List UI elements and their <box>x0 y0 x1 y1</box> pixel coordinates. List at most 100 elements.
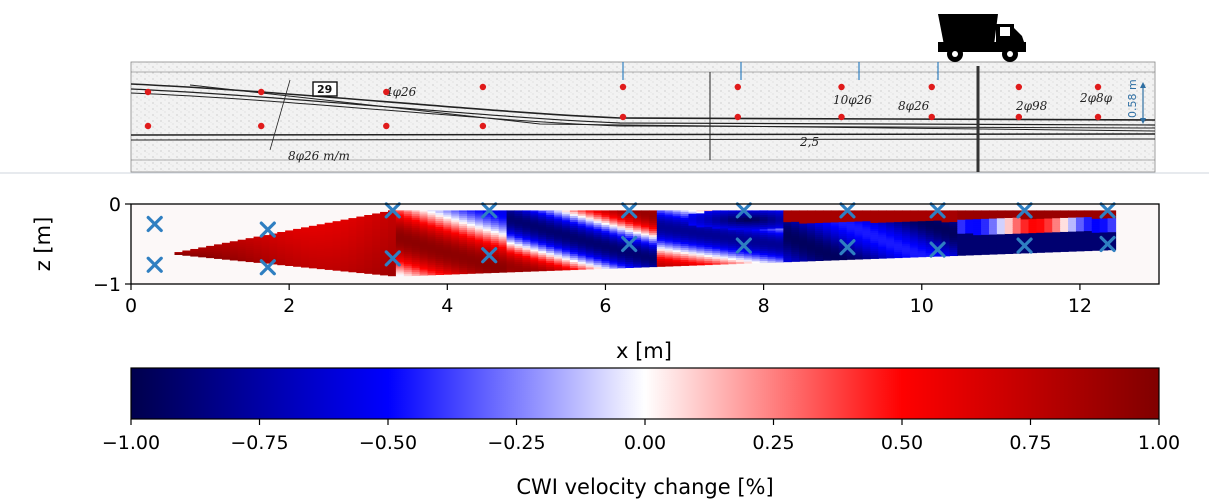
heatmap-cell <box>594 210 603 211</box>
annotation: 2,5 <box>799 135 819 149</box>
drawing-background <box>131 62 1155 172</box>
heatmap-cell <box>174 252 183 253</box>
colorbar-gradient <box>131 368 1159 419</box>
heatmap-cell <box>277 232 286 233</box>
heatmap-cell <box>942 210 951 212</box>
heatmap-cell <box>507 210 516 212</box>
heatmap-cell <box>1029 210 1038 211</box>
heatmap-cell <box>791 210 800 211</box>
heatmap-cell <box>688 210 697 211</box>
y-axis-label: z [m] <box>31 217 55 272</box>
heatmap-cell <box>1084 210 1093 211</box>
heatmap-cell <box>823 210 832 212</box>
heatmap-cell <box>855 210 864 211</box>
sensor-dot <box>383 89 389 95</box>
x-tick-label: 6 <box>599 295 611 317</box>
heatmap-cell <box>1052 210 1061 212</box>
heatmap-cell <box>206 246 215 248</box>
y-tick-label: −1 <box>93 274 121 296</box>
heatmap-cell <box>720 210 729 212</box>
heatmap-cell <box>957 210 966 211</box>
sensor-dot <box>929 84 935 90</box>
heatmap-cell <box>554 210 563 212</box>
heatmap-cell <box>1036 210 1045 212</box>
heatmap-cell <box>918 210 927 211</box>
heatmap-cell <box>981 210 990 212</box>
heatmap-cell <box>799 210 808 211</box>
sensor-dot <box>838 114 844 120</box>
sensor-dot <box>735 114 741 120</box>
heatmap-cell <box>333 221 342 223</box>
heatmap-cell <box>681 210 690 212</box>
sensor-dot <box>145 89 151 95</box>
heatmap-cell <box>712 210 721 212</box>
sensor-dot <box>383 123 389 129</box>
heatmap-cell <box>214 244 223 247</box>
colorbar-tick-label: 0.75 <box>1009 432 1051 454</box>
detail-badge-text: 29 <box>317 83 332 96</box>
x-tick-label: 8 <box>758 295 770 317</box>
heatmap-cell <box>673 210 682 212</box>
heatmap-cell <box>578 210 587 211</box>
heatmap-cell <box>348 218 357 220</box>
colorbar: −1.00 −0.75 −0.50 −0.25 0.00 0.25 0.50 0.75 1.00… <box>102 368 1180 499</box>
heatmap-cell <box>617 210 626 212</box>
sensor-dot <box>480 123 486 129</box>
heatmap-cell <box>238 240 247 242</box>
heatmap-cell <box>570 210 579 212</box>
heatmap-cell <box>396 210 405 212</box>
heatmap-cell <box>989 210 998 212</box>
colorbar-ticks: −1.00 −0.75 −0.50 −0.25 0.00 0.25 0.50 0.75 1.00 <box>102 419 1180 454</box>
heatmap-cell <box>728 210 737 212</box>
sensor-dot <box>929 114 935 120</box>
y-tick-label: 0 <box>109 194 121 216</box>
colorbar-tick-label: 1.00 <box>1138 432 1180 454</box>
sensor-dot <box>258 123 264 129</box>
colorbar-tick-label: −0.75 <box>230 432 288 454</box>
heatmap-cell <box>886 210 895 212</box>
heatmap-cell <box>633 210 642 211</box>
heatmap-cell <box>285 230 294 232</box>
x-axis-label: x [m] <box>616 339 672 363</box>
heatmap-cell <box>364 215 373 216</box>
depth-dimension: 0.58 m <box>1126 79 1146 124</box>
heatmap-cell <box>530 210 539 211</box>
heatmap-cell <box>815 210 824 213</box>
heatmap-cell <box>356 217 365 220</box>
heatmap-cell <box>301 227 310 229</box>
annotation: 8φ26 m/m <box>288 149 350 163</box>
sensor-dot <box>838 84 844 90</box>
heatmap-cell <box>641 210 650 211</box>
heatmap-cell <box>562 210 571 212</box>
sensor-dot <box>1016 84 1022 90</box>
heatmap-cell <box>775 210 784 212</box>
colorbar-tick-label: 0.50 <box>881 432 923 454</box>
heatmap-cell <box>878 210 887 212</box>
x-tick-label: 10 <box>910 295 934 317</box>
heatmap-cell <box>831 210 840 212</box>
colorbar-tick-label: −0.50 <box>359 432 417 454</box>
heatmap-cell <box>515 210 524 212</box>
colorbar-tick-label: −0.25 <box>487 432 545 454</box>
heatmap-cell <box>404 210 413 212</box>
colorbar-tick-label: 0.00 <box>624 432 666 454</box>
heatmap-cell <box>1005 210 1014 212</box>
heatmap-cell <box>412 210 421 211</box>
heatmap-cell <box>380 212 389 214</box>
heatmap-cell <box>475 210 484 211</box>
heatmap-cell <box>902 210 911 211</box>
heatmap-cell <box>696 210 705 211</box>
y-axis: 0 −1 <box>93 194 131 296</box>
heatmap-cell <box>428 210 437 211</box>
heatmap-cell <box>1068 210 1077 211</box>
heatmap-cell <box>246 238 255 240</box>
x-tick-label: 0 <box>125 295 137 317</box>
heatmap-cell <box>459 210 468 212</box>
heatmap-cell <box>230 241 239 242</box>
annotation: 10φ26 <box>833 93 872 107</box>
sensor-dot <box>258 89 264 95</box>
heatmap-cell <box>949 210 958 212</box>
dump-truck-icon <box>938 14 1026 62</box>
heatmap-cell <box>752 210 761 211</box>
annotation: 2φ8φ <box>1079 91 1113 105</box>
